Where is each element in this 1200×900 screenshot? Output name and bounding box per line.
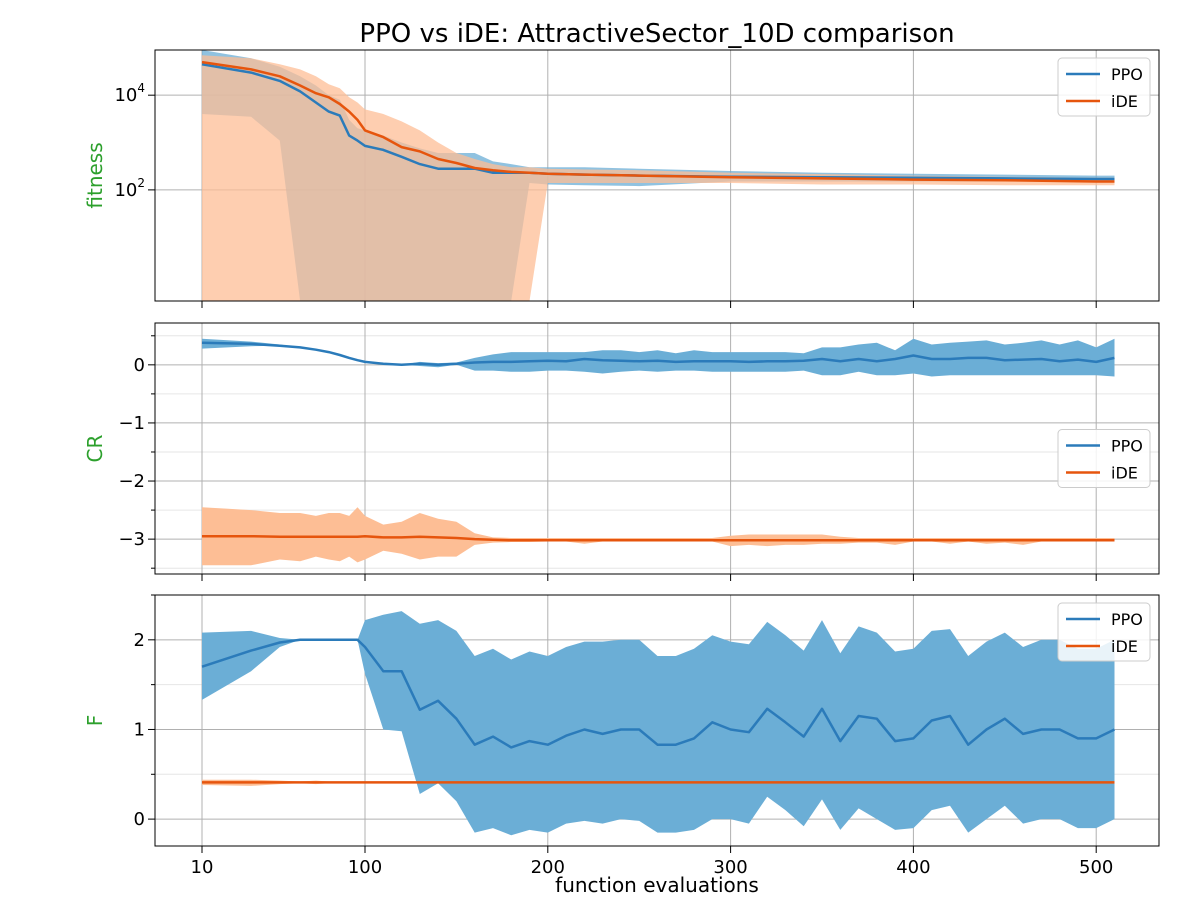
y-tick-label: −3	[118, 529, 145, 550]
y-tick-label: −2	[118, 471, 145, 492]
y-tick-label: 1	[134, 719, 145, 740]
band-ide	[202, 55, 1115, 301]
band-ppo	[202, 611, 1115, 836]
x-tick-label: 300	[713, 857, 747, 878]
y-tick-label: 104	[114, 81, 145, 106]
y-axis-label: F	[83, 715, 107, 727]
y-axis-label: CR	[83, 434, 107, 462]
line-ide	[202, 534, 1115, 542]
legend-label-ppo: PPO	[1111, 65, 1143, 84]
panel-fitness: 102 104 fitness PPO iDE	[83, 49, 1160, 308]
legend-label-ide: iDE	[1111, 464, 1138, 483]
y-tick-label: 0	[134, 355, 145, 376]
line-ppo	[201, 638, 1116, 749]
legend-label-ppo: PPO	[1111, 610, 1143, 629]
chart-panels: 102 104 fitness PPO iDE 0 −1 −2 −3 CR PPO iDE 0 1 2 10 1…	[83, 49, 1160, 878]
panel-F: 0 1 2 10 100 200 300 400 500 F PPO iDE	[83, 594, 1160, 878]
line-ide	[201, 60, 1115, 183]
y-axis-label: fitness	[83, 142, 107, 208]
legend-label-ide: iDE	[1111, 92, 1138, 111]
band-ppo	[202, 338, 1115, 377]
y-tick-label: 102	[114, 176, 145, 201]
y-tick-label: −1	[118, 413, 145, 434]
plot-frame	[154, 49, 1160, 302]
line-ppo	[201, 341, 1115, 367]
chart-title: PPO vs iDE: AttractiveSector_10D compari…	[359, 19, 954, 49]
y-tick-label: 2	[134, 630, 145, 651]
x-tick-label: 100	[348, 857, 382, 878]
x-tick-label: 500	[1079, 857, 1113, 878]
legend: PPO iDE	[1057, 57, 1151, 117]
legend-label-ppo: PPO	[1111, 437, 1143, 456]
legend: PPO iDE	[1057, 429, 1151, 488]
legend-label-ide: iDE	[1111, 637, 1138, 656]
plot-frame	[154, 594, 1160, 847]
x-tick-label: 200	[531, 857, 565, 878]
x-axis-label: function evaluations	[555, 873, 759, 897]
panel-CR: 0 −1 −2 −3 CR PPO iDE	[83, 322, 1160, 581]
y-tick-exponent: 4	[137, 81, 145, 95]
plot-frame	[154, 322, 1160, 575]
y-tick-exponent: 2	[137, 176, 145, 190]
x-tick-label: 10	[191, 857, 214, 878]
y-tick-label: 0	[134, 809, 145, 830]
legend: PPO iDE	[1057, 602, 1151, 662]
x-tick-label: 400	[896, 857, 930, 878]
band-ide	[202, 507, 1115, 566]
